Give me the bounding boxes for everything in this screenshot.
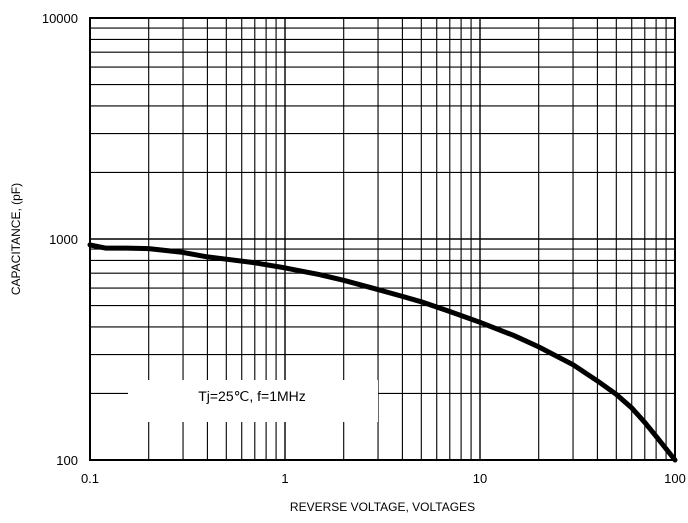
y-tick-label: 100 <box>56 453 78 468</box>
y-tick-label: 1000 <box>49 232 78 247</box>
x-axis-label: REVERSE VOLTAGE, VOLTAGES <box>290 500 475 514</box>
y-tick-label: 10000 <box>42 11 78 26</box>
x-tick-label: 0.1 <box>81 471 99 486</box>
annotation-background <box>128 380 378 422</box>
y-axis-label: CAPACITANCE, (pF) <box>9 183 23 295</box>
tick-labels: 0.1 1 10 100 100 1000 10000 <box>42 11 686 486</box>
x-tick-label: 10 <box>473 471 487 486</box>
capacitance-curve <box>87 242 678 463</box>
plot-frame <box>89 17 676 461</box>
x-tick-label: 1 <box>281 471 288 486</box>
grid <box>90 18 675 460</box>
annotation: Tj=25℃, f=1MHz <box>198 388 306 404</box>
x-tick-label: 100 <box>664 471 686 486</box>
